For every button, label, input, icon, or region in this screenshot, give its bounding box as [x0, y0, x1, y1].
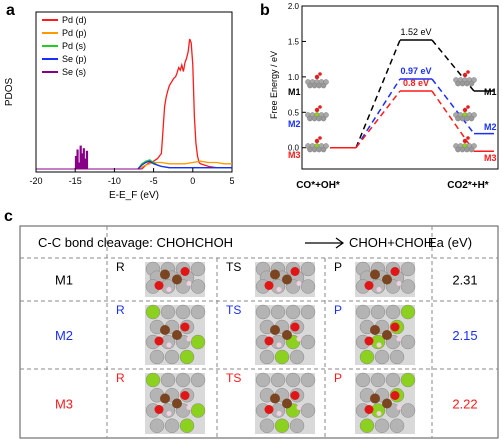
- fe-plot-frame: [301, 5, 499, 170]
- molecule-structure-image: [145, 372, 206, 434]
- panel-label-c: c: [4, 208, 13, 225]
- table-frame: [19, 225, 499, 439]
- panel-label-a: a: [6, 2, 15, 19]
- pdos-plot-frame: [35, 11, 233, 173]
- pdos-legend-label: Se (p): [62, 54, 87, 64]
- table-header-ea: Ea (eV): [428, 235, 472, 250]
- pdos-xlabel: E-E_F (eV): [109, 190, 159, 201]
- fe-connector-m3: [355, 90, 401, 149]
- fe-ylabel: Free Energy / eV: [269, 51, 279, 119]
- table-stage-label: R: [116, 260, 125, 274]
- table-stage-label: TS: [226, 371, 241, 385]
- molecule-structure-image: [355, 372, 416, 434]
- fe-connector-m2: [431, 78, 475, 135]
- pdos-ylabel: PDOS: [4, 78, 15, 107]
- table-stage-label: R: [116, 303, 125, 317]
- pdos-series-line: [141, 38, 232, 170]
- fe-model-label-right: M2: [484, 122, 497, 132]
- table-model-label: M3: [55, 397, 73, 412]
- pdos-series-line: [137, 160, 232, 170]
- pdos-legend-label: Pd (p): [62, 28, 87, 38]
- fe-slab-structure: [305, 136, 329, 153]
- table-stage-label: R: [116, 371, 125, 385]
- fe-slab-structure: [453, 70, 477, 87]
- fe-slab-structure: [305, 72, 329, 89]
- fe-model-label-left: M2: [288, 119, 301, 129]
- fe-y-tick-label: 1.5: [288, 37, 300, 46]
- molecule-structure-image: [255, 261, 316, 297]
- molecule-structure-image: [355, 261, 416, 297]
- pdos-x-tick-label: -5: [150, 176, 158, 186]
- table-stage-label: P: [334, 260, 342, 274]
- free-energy-chart: 0.0 0.5 1.0 1.5 2.0 1.52 eV M1 M1 0.97 eV M2 M2 0.…: [269, 2, 499, 191]
- pdos-legend-label: Se (s): [62, 67, 86, 77]
- table-ea-value: 2.15: [452, 328, 477, 343]
- fe-model-label-right: M3: [484, 153, 497, 163]
- molecule-structure-image: [145, 304, 206, 365]
- fe-slab-structure: [305, 105, 329, 122]
- pdos-x-tick-label: 0: [190, 176, 195, 186]
- fe-y-tick-label: 1.0: [288, 73, 300, 82]
- fe-slab-structure: [453, 105, 477, 122]
- fe-barrier-label: 1.52 eV: [400, 27, 431, 37]
- reaction-arrow-icon: [305, 237, 345, 249]
- pdos-x-tick-label: -15: [69, 176, 82, 186]
- pdos-x-tick-label: -20: [29, 176, 42, 186]
- fe-barrier-label: 0.97 eV: [400, 66, 431, 76]
- fe-connector-m2: [355, 78, 401, 149]
- molecule-structure-image: [255, 304, 316, 365]
- pdos-chart: -20 -15 -10 -5 0 5 Pd (d) Pd (p) Pd (s) Se (p) Se…: [4, 11, 235, 201]
- table-ea-value: 2.22: [452, 397, 477, 412]
- fe-y-tick-label: 2.0: [288, 2, 300, 11]
- fe-y-tick-label: 0.5: [288, 108, 300, 117]
- fe-barrier-label: 0.8 eV: [403, 78, 429, 88]
- pdos-x-tick-label: -10: [108, 176, 121, 186]
- pdos-legend-label: Pd (s): [62, 41, 86, 51]
- fe-model-label-right: M1: [484, 87, 497, 97]
- fe-slab-structure: [453, 136, 477, 153]
- pdos-x-tick-label: 5: [229, 176, 234, 186]
- fe-xlabel-final: CO2*+H*: [447, 180, 489, 191]
- fe-model-label-left: M1: [288, 87, 301, 97]
- table-model-label: M2: [55, 328, 73, 343]
- table-ea-value: 2.31: [452, 273, 477, 288]
- pdos-legend-label: Pd (d): [62, 15, 87, 25]
- fe-model-label-left: M3: [288, 150, 301, 160]
- table-header-product: CHOH+CHOH: [349, 235, 433, 250]
- table-stage-label: TS: [226, 303, 241, 317]
- table-stage-label: TS: [226, 260, 241, 274]
- table-model-label: M1: [55, 273, 73, 288]
- table-header-reaction: C-C bond cleavage: CHOHCHOH: [38, 235, 233, 250]
- table-stage-label: P: [334, 371, 342, 385]
- molecule-structure-image: [255, 372, 316, 434]
- molecule-structure-image: [145, 261, 206, 297]
- molecule-structure-image: [355, 304, 416, 365]
- panel-label-b: b: [260, 2, 270, 19]
- fe-xlabel-initial: CO*+OH*: [296, 180, 340, 191]
- fe-y-tick-label: 0.0: [288, 144, 300, 153]
- table-stage-label: P: [334, 303, 342, 317]
